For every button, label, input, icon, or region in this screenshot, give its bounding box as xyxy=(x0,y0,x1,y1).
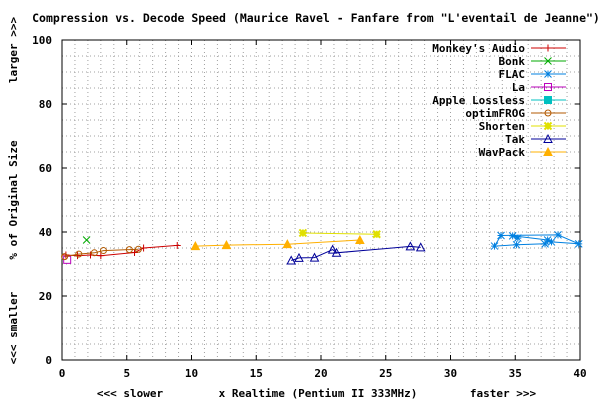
data-series xyxy=(61,228,583,265)
series-optimfrog xyxy=(61,245,142,261)
legend-label-wavpack: WavPack xyxy=(479,146,526,159)
data-point-tak xyxy=(309,252,320,262)
data-point-wavpack xyxy=(355,234,365,244)
series-line-optimfrog xyxy=(64,248,139,258)
y-axis-label-center: % of Original Size xyxy=(7,140,20,260)
data-point-optimfrog xyxy=(134,245,142,253)
x-axis-label-right: faster >>> xyxy=(470,387,537,400)
x-tick-label: 10 xyxy=(185,367,198,380)
data-point-optimfrog xyxy=(75,250,83,258)
y-tick-label: 0 xyxy=(45,354,52,367)
y-tick-label: 60 xyxy=(39,162,52,175)
series-line-tak xyxy=(291,245,421,261)
series-shorten xyxy=(298,228,381,239)
chart-title: Compression vs. Decode Speed (Maurice Ra… xyxy=(32,11,600,25)
data-point-tak xyxy=(286,255,297,265)
y-tick-label: 100 xyxy=(32,34,52,47)
x-tick-label: 15 xyxy=(250,367,263,380)
x-tick-label: 20 xyxy=(314,367,327,380)
x-tick-label: 30 xyxy=(444,367,457,380)
data-point-shorten xyxy=(298,228,308,238)
data-point-flac xyxy=(512,240,521,249)
legend-label-tak: Tak xyxy=(505,133,525,146)
legend-label-flac: FLAC xyxy=(499,68,526,81)
x-tick-label: 5 xyxy=(123,367,130,380)
series-wavpack xyxy=(190,234,365,251)
data-point-monkey-s-audio xyxy=(62,251,70,259)
data-point-tak xyxy=(405,241,416,251)
data-point-monkey-s-audio xyxy=(173,241,181,249)
axis-ticks: 0 5 10 15 20 25 30 35 40 0 20 40 60 80 100 xyxy=(32,34,587,380)
series-line-wavpack xyxy=(195,239,360,247)
x-axis-label-center: x Realtime (Pentium II 333MHz) xyxy=(219,387,418,400)
legend-label-bonk: Bonk xyxy=(499,55,526,68)
data-point-wavpack xyxy=(221,240,232,250)
data-point-tak xyxy=(294,252,304,262)
y-tick-label: 40 xyxy=(39,226,52,239)
legend-marker-optimfrog xyxy=(544,109,552,117)
y-tick-label: 20 xyxy=(39,290,52,303)
y-axis-label-bottom: <<< smaller xyxy=(7,291,20,364)
x-tick-label: 25 xyxy=(379,367,392,380)
data-point-monkey-s-audio xyxy=(74,252,82,260)
data-point-optimfrog xyxy=(90,249,98,257)
legend-label-shorten: Shorten xyxy=(479,120,525,133)
legend-marker-flac xyxy=(544,70,552,78)
data-point-bonk xyxy=(82,236,91,244)
x-axis-label-left: <<< slower xyxy=(97,387,164,400)
data-point-optimfrog xyxy=(99,247,107,255)
data-point-wavpack xyxy=(282,239,293,249)
x-tick-label: 0 xyxy=(59,367,66,380)
x-tick-label: 40 xyxy=(573,367,586,380)
legend-marker-monkey-s-audio xyxy=(544,44,552,52)
legend-label-la: La xyxy=(512,81,525,94)
y-tick-label: 80 xyxy=(39,98,52,111)
data-point-monkey-s-audio xyxy=(131,248,139,256)
legend-marker-shorten xyxy=(543,121,553,131)
series-tak xyxy=(286,241,426,265)
legend-label-monkey-s-audio: Monkey's Audio xyxy=(432,42,525,55)
data-point-tak xyxy=(415,242,426,252)
legend-marker-wavpack xyxy=(543,146,553,156)
y-axis-label-top: larger >>> xyxy=(7,17,20,84)
series-flac xyxy=(490,231,583,250)
data-point-shorten xyxy=(372,230,381,239)
series-monkey-s-audio xyxy=(62,241,181,260)
data-point-flac xyxy=(541,239,549,248)
data-point-flac xyxy=(497,231,505,240)
legend-marker-bonk xyxy=(544,57,552,65)
series-line-flac xyxy=(493,234,579,247)
legend-marker-la xyxy=(544,83,552,91)
data-point-tak xyxy=(327,244,338,254)
data-point-tak xyxy=(331,247,342,257)
data-point-flac xyxy=(547,238,556,246)
legend-marker-apple-lossless xyxy=(544,96,552,104)
x-tick-label: 35 xyxy=(509,367,522,380)
data-point-flac xyxy=(543,236,552,244)
legend-label-apple-lossless: Apple Lossless xyxy=(432,94,525,107)
series-bonk xyxy=(82,236,91,244)
data-point-wavpack xyxy=(190,241,201,251)
data-point-flac xyxy=(513,234,522,242)
legend-label-optimfrog: optimFROG xyxy=(465,107,525,120)
data-point-flac xyxy=(508,231,517,240)
data-point-optimfrog xyxy=(61,253,69,261)
grid-lines xyxy=(62,40,580,360)
legend-marker-tak xyxy=(543,133,553,143)
data-point-optimfrog xyxy=(125,246,133,254)
series-line-shorten xyxy=(302,232,377,235)
data-point-flac xyxy=(574,239,583,248)
data-point-flac xyxy=(490,242,499,250)
data-point-flac xyxy=(554,231,562,239)
data-point-monkey-s-audio xyxy=(97,252,105,260)
